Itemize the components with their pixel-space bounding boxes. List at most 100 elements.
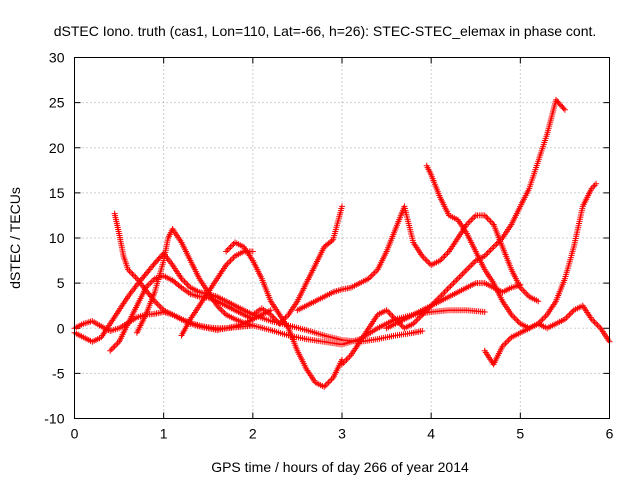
data-point: [370, 271, 377, 278]
y-axis-label: dSTEC / TECUs: [7, 187, 23, 289]
data-point: [343, 356, 350, 363]
data-point: [148, 278, 155, 285]
data-point: [156, 302, 163, 309]
data-point: [561, 106, 568, 113]
data-point: [462, 268, 469, 275]
data-point: [539, 316, 546, 323]
data-point: [108, 346, 115, 353]
data-point: [490, 244, 497, 250]
data-point: [489, 245, 496, 252]
data-point: [419, 328, 426, 334]
data-point: [249, 248, 256, 255]
data-point: [484, 215, 491, 222]
data-point: [423, 257, 430, 264]
data-point: [451, 278, 458, 285]
data-point: [517, 281, 524, 288]
data-point: [450, 280, 457, 287]
data-point: [422, 256, 429, 263]
data-point: [223, 248, 230, 255]
y-tick-label: 15: [49, 185, 65, 201]
data-point: [344, 355, 351, 362]
data-point: [157, 304, 164, 311]
data-point: [227, 244, 234, 250]
data-point: [226, 259, 233, 266]
data-point: [542, 313, 549, 320]
data-point: [486, 248, 493, 255]
data-point: [483, 213, 490, 220]
data-point: [463, 266, 470, 273]
data-point: [447, 283, 454, 290]
y-tick-label: 0: [57, 320, 65, 336]
data-point: [128, 269, 134, 276]
data-point: [453, 277, 460, 284]
data-point: [327, 377, 334, 384]
data-point: [471, 213, 478, 220]
data-point: [111, 343, 118, 350]
data-point: [132, 274, 139, 281]
data-point: [591, 319, 598, 326]
data-point: [564, 313, 571, 320]
data-point: [130, 272, 137, 279]
x-tick-label: 4: [427, 426, 435, 442]
data-point: [535, 298, 542, 305]
data-point: [591, 182, 598, 189]
y-tick-label: 20: [49, 140, 65, 156]
grid: [74, 57, 610, 419]
data-point: [541, 314, 548, 321]
data-point: [457, 272, 464, 279]
data-point: [504, 338, 510, 345]
data-point: [107, 347, 114, 354]
series-arc-l: [481, 180, 600, 368]
data-point: [505, 337, 512, 344]
data-point: [229, 256, 235, 263]
x-tick-label: 1: [160, 426, 168, 442]
data-point: [454, 275, 461, 282]
x-tick-label: 2: [249, 426, 257, 442]
series-arc-c: [107, 272, 256, 354]
data-point: [154, 301, 161, 308]
x-tick-label: 3: [338, 426, 346, 442]
y-tick-label: 10: [49, 230, 65, 246]
y-tick-label: -5: [52, 365, 65, 381]
data-point: [514, 317, 521, 324]
data-point: [469, 215, 476, 222]
data-point: [226, 245, 233, 252]
data-point: [511, 314, 518, 321]
series-arc-h: [249, 203, 345, 327]
series-group: [71, 96, 613, 390]
data-point: [156, 254, 163, 261]
data-point: [556, 101, 563, 108]
data-point: [444, 286, 451, 293]
data-point: [145, 281, 152, 288]
data-point: [110, 344, 117, 351]
data-point: [371, 269, 378, 276]
data-point: [487, 247, 494, 253]
data-point: [523, 290, 530, 297]
x-axis-label: GPS time / hours of day 266 of year 2014: [211, 459, 469, 475]
data-point: [469, 260, 476, 267]
data-point: [465, 265, 472, 272]
data-point: [269, 313, 276, 320]
data-point: [218, 307, 225, 314]
data-point: [567, 310, 574, 317]
data-point: [385, 308, 392, 315]
data-point: [129, 271, 136, 278]
data-point: [460, 269, 467, 276]
data-point: [492, 242, 499, 249]
data-point: [325, 379, 332, 386]
data-point: [538, 317, 545, 324]
y-tick-label: 5: [57, 275, 65, 291]
data-point: [368, 272, 375, 279]
series-arc-i: [294, 203, 542, 314]
data-point: [322, 382, 329, 389]
data-point: [413, 317, 420, 324]
data-point: [596, 323, 603, 330]
plot-frame: [74, 57, 610, 419]
data-point: [449, 281, 455, 288]
x-tick-label: 0: [71, 426, 79, 442]
x-tick-label: 5: [516, 426, 524, 442]
data-point: [590, 317, 597, 324]
series-arc-k: [423, 162, 613, 345]
series-arc-d: [111, 210, 274, 334]
